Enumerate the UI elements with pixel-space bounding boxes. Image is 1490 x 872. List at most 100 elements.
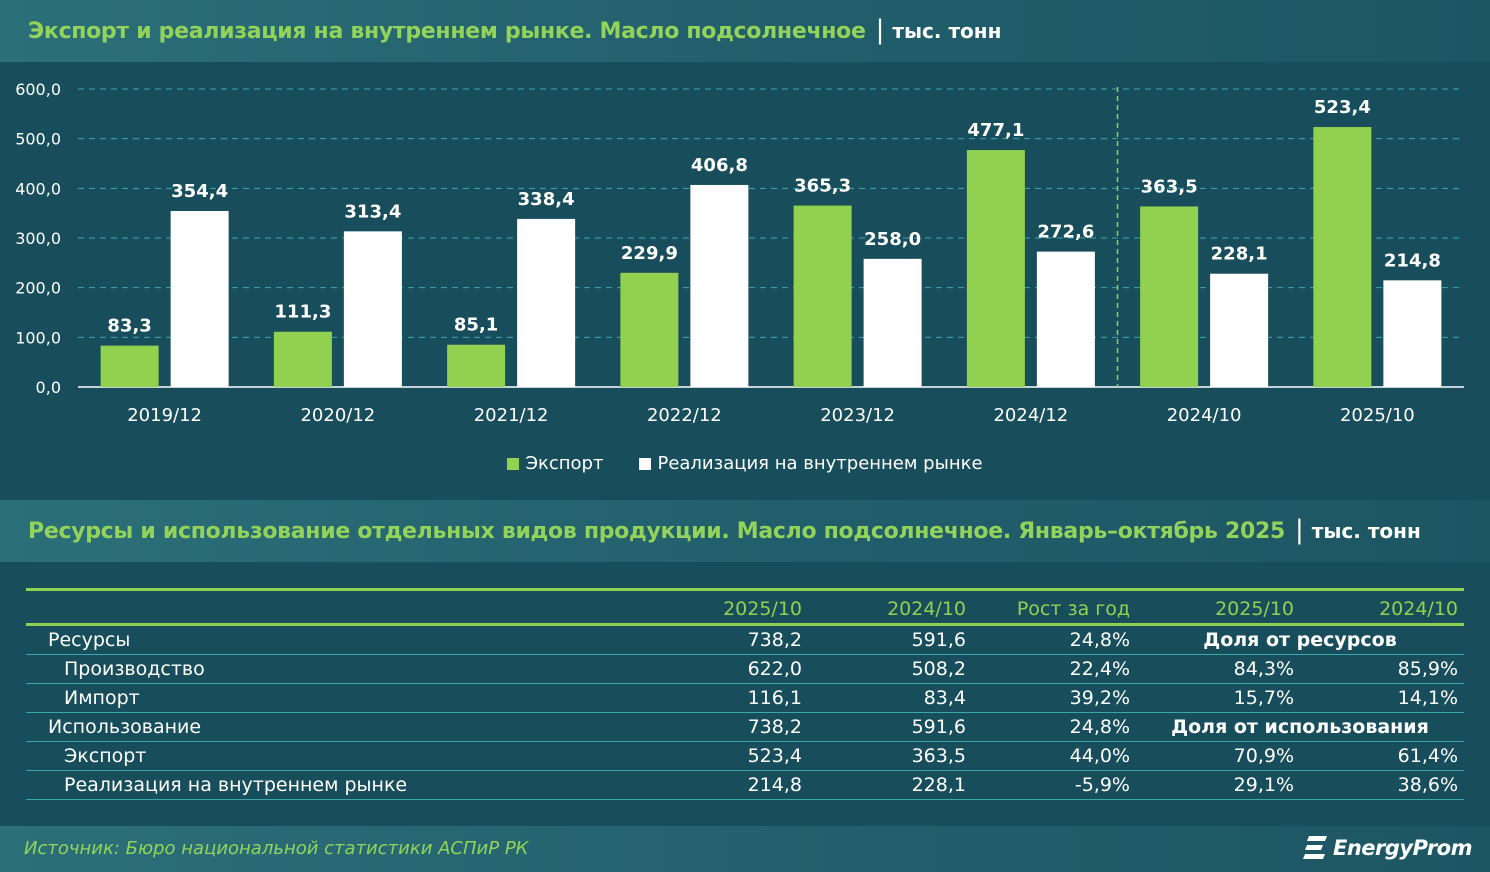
chart-title-band: Экспорт и реализация на внутреннем рынке… xyxy=(0,0,1490,62)
resources-table: 2025/10 2024/10 Рост за год 2025/10 2024… xyxy=(26,588,1464,800)
x-tick-label: 2022/12 xyxy=(647,405,722,426)
table-row: Экспорт 523,4 363,5 44,0% 70,9% 61,4% xyxy=(26,741,1464,771)
data-label-export: 83,3 xyxy=(107,316,151,337)
cell-2025: 738,2 xyxy=(526,624,808,655)
x-tick-label: 2019/12 xyxy=(127,405,202,426)
header-cell-share-2024: 2024/10 xyxy=(1379,598,1458,620)
y-tick-label: 200,0 xyxy=(15,279,61,298)
cell-growth: 39,2% xyxy=(972,683,1136,713)
cell-share-2025: 84,3% xyxy=(1136,654,1300,684)
cell-share-2025: 15,7% xyxy=(1136,683,1300,713)
legend-item-export: Экспорт xyxy=(507,453,603,474)
y-tick-label: 600,0 xyxy=(15,80,61,99)
bar-chart: 0,0 100,0 200,0 300,0 400,0 500,0 600,0 83,3 354… xyxy=(0,62,1490,500)
cell-2025: 214,8 xyxy=(526,770,808,800)
cell-share-2024: 38,6% xyxy=(1300,770,1464,800)
cell-2024: 591,6 xyxy=(808,624,972,655)
logo-text: EnergyProm xyxy=(1332,836,1473,860)
bar-export xyxy=(100,345,159,387)
energyprom-logo-icon xyxy=(1302,836,1327,859)
cell-growth: 22,4% xyxy=(972,654,1136,684)
y-tick-label: 100,0 xyxy=(15,328,61,347)
x-tick-label: 2024/10 xyxy=(1167,405,1242,426)
cell-2024: 363,5 xyxy=(808,741,972,771)
bar-domestic xyxy=(690,184,749,387)
table-title-separator: | xyxy=(1294,515,1304,545)
bar-export xyxy=(273,331,332,387)
data-label-export: 229,9 xyxy=(621,243,678,264)
data-label-domestic: 406,8 xyxy=(691,155,748,176)
table-header-row: 2025/10 2024/10 Рост за год 2025/10 2024… xyxy=(26,589,1464,625)
bar-export xyxy=(793,205,852,387)
row-label: Реализация на внутреннем рынке xyxy=(26,770,526,800)
bar-export xyxy=(620,272,679,387)
bar-chart-svg: 0,0 100,0 200,0 300,0 400,0 500,0 600,0 83,3 354… xyxy=(15,80,1464,426)
cell-2025: 738,2 xyxy=(526,712,808,742)
x-tick-label: 2020/12 xyxy=(300,405,375,426)
data-label-domestic: 214,8 xyxy=(1384,250,1441,271)
data-label-domestic: 228,1 xyxy=(1211,244,1268,265)
bar-domestic xyxy=(1210,273,1269,387)
bar-export xyxy=(1313,127,1372,387)
data-label-domestic: 354,4 xyxy=(171,181,228,202)
data-label-export: 523,4 xyxy=(1314,97,1371,118)
cell-2024: 508,2 xyxy=(808,654,972,684)
header-cell-2025: 2025/10 xyxy=(723,598,802,620)
header-cell-growth: Рост за год xyxy=(1016,598,1130,620)
title-separator: | xyxy=(875,15,885,45)
table-row: Реализация на внутреннем рынке 214,8 228… xyxy=(26,770,1464,800)
data-label-export: 363,5 xyxy=(1141,176,1198,197)
cell-growth: -5,9% xyxy=(972,770,1136,800)
row-label: Экспорт xyxy=(26,741,526,771)
legend-swatch-domestic xyxy=(639,457,652,470)
legend-swatch-export xyxy=(507,457,520,470)
cell-growth: 24,8% xyxy=(972,624,1136,655)
cell-share-2024: 85,9% xyxy=(1300,654,1464,684)
bar-domestic xyxy=(170,210,229,387)
y-tick-label: 300,0 xyxy=(15,229,61,248)
chart-title: Экспорт и реализация на внутреннем рынке… xyxy=(28,18,866,44)
bar-domestic xyxy=(517,218,576,387)
y-tick-label: 400,0 xyxy=(15,179,61,198)
cell-share-2025: 29,1% xyxy=(1136,770,1300,800)
data-label-export: 365,3 xyxy=(794,176,851,197)
row-label: Производство xyxy=(26,654,526,684)
chart-legend: Экспорт Реализация на внутреннем рынке xyxy=(0,453,1490,474)
table-title: Ресурсы и использование отдельных видов … xyxy=(28,518,1285,544)
cell-2025: 523,4 xyxy=(526,741,808,771)
bar-domestic xyxy=(1383,280,1442,387)
bar-domestic xyxy=(863,258,922,387)
table-row: Импорт 116,1 83,4 39,2% 15,7% 14,1% xyxy=(26,683,1464,713)
y-tick-label: 500,0 xyxy=(15,130,61,149)
data-label-export: 111,3 xyxy=(274,302,331,323)
data-label-domestic: 338,4 xyxy=(518,189,575,210)
share-header: Доля от ресурсов xyxy=(1136,624,1464,655)
cell-2025: 622,0 xyxy=(526,654,808,684)
source-note: Источник: Бюро национальной статистики А… xyxy=(24,838,529,859)
table-row: Производство 622,0 508,2 22,4% 84,3% 85,… xyxy=(26,654,1464,684)
bar-export xyxy=(1140,206,1199,387)
cell-share-2025: 70,9% xyxy=(1136,741,1300,771)
table-title-band: Ресурсы и использование отдельных видов … xyxy=(0,500,1490,562)
cell-2024: 591,6 xyxy=(808,712,972,742)
cell-growth: 44,0% xyxy=(972,741,1136,771)
brand-logo: EnergyProm xyxy=(1302,834,1473,862)
x-tick-label: 2024/12 xyxy=(993,405,1068,426)
legend-label-domestic: Реализация на внутреннем рынке xyxy=(657,453,983,474)
y-tick-label: 0,0 xyxy=(36,378,61,397)
cell-share-2024: 61,4% xyxy=(1300,741,1464,771)
row-label: Импорт xyxy=(26,683,526,713)
row-label: Ресурсы xyxy=(26,624,526,655)
legend-item-domestic: Реализация на внутреннем рынке xyxy=(639,453,983,474)
data-label-export: 477,1 xyxy=(967,120,1024,141)
row-label: Использование xyxy=(26,712,526,742)
legend-label-export: Экспорт xyxy=(525,453,604,474)
data-label-export: 85,1 xyxy=(454,315,498,336)
cell-2024: 83,4 xyxy=(808,683,972,713)
data-label-domestic: 272,6 xyxy=(1037,222,1094,243)
bar-domestic xyxy=(1036,251,1095,387)
cell-2024: 228,1 xyxy=(808,770,972,800)
x-tick-label: 2025/10 xyxy=(1340,405,1415,426)
header-cell-label xyxy=(26,590,526,625)
cell-2025: 116,1 xyxy=(526,683,808,713)
